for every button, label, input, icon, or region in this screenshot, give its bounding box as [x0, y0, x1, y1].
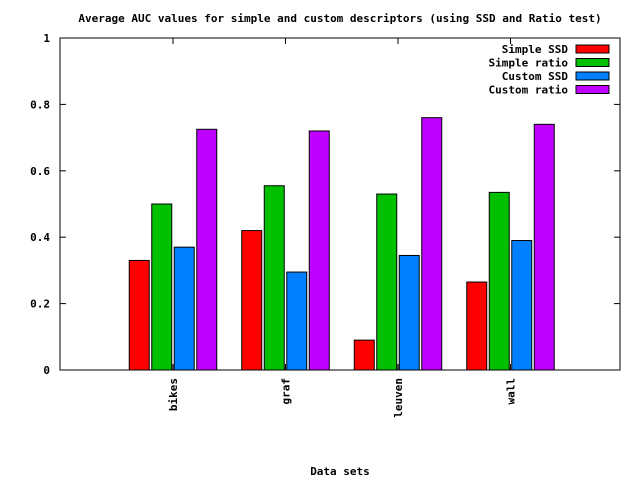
legend-label: Custom SSD [502, 70, 569, 83]
legend-swatch [575, 58, 610, 67]
bar-simple-ssd-wall [466, 281, 488, 371]
bar-simple-ratio-bikes [151, 203, 173, 371]
x-axis-title: Data sets [310, 465, 370, 478]
x-tick-label: leuven [392, 378, 405, 418]
bar-custom-ratio-wall [533, 123, 555, 371]
legend-swatch [575, 44, 610, 54]
x-tick-label: bikes [167, 378, 180, 411]
legend-label: Simple ratio [489, 57, 569, 70]
bar-simple-ratio-leuven [376, 193, 398, 371]
y-tick-label: 1 [43, 32, 50, 45]
bar-custom-ratio-bikes [196, 128, 218, 371]
bar-custom-ssd-graf [286, 271, 308, 371]
legend-swatch [575, 71, 610, 81]
bar-custom-ssd-leuven [398, 254, 420, 371]
bar-custom-ssd-bikes [173, 246, 195, 371]
y-tick-label: 0 [43, 364, 50, 377]
plot-border [59, 37, 621, 371]
bar-simple-ratio-graf [263, 185, 285, 371]
y-tick-label: 0.2 [30, 298, 50, 311]
bars [128, 117, 555, 371]
legend-label: Simple SSD [502, 43, 569, 56]
plot-frame [59, 37, 621, 371]
y-tick-label: 0.6 [30, 165, 50, 178]
bar-simple-ssd-bikes [128, 259, 150, 371]
x-tick-label: wall [505, 378, 518, 405]
y-tick-label: 0.4 [30, 231, 50, 244]
bar-simple-ssd-graf [241, 230, 263, 371]
bar-custom-ratio-leuven [421, 117, 443, 371]
bar-simple-ssd-leuven [353, 339, 375, 371]
legend-label: Custom ratio [489, 84, 569, 97]
x-axis: bikes graf leuven wall [167, 38, 518, 418]
chart-title: Average AUC values for simple and custom… [78, 12, 601, 25]
bar-custom-ssd-wall [511, 240, 533, 371]
y-axis: 0 0.2 0.4 0.6 0.8 1 [30, 32, 620, 377]
bar-simple-ratio-wall [488, 191, 510, 371]
x-tick-label: graf [280, 378, 293, 405]
legend-swatch [575, 85, 610, 94]
y-tick-label: 0.8 [30, 98, 50, 111]
bar-custom-ratio-graf [308, 130, 330, 371]
